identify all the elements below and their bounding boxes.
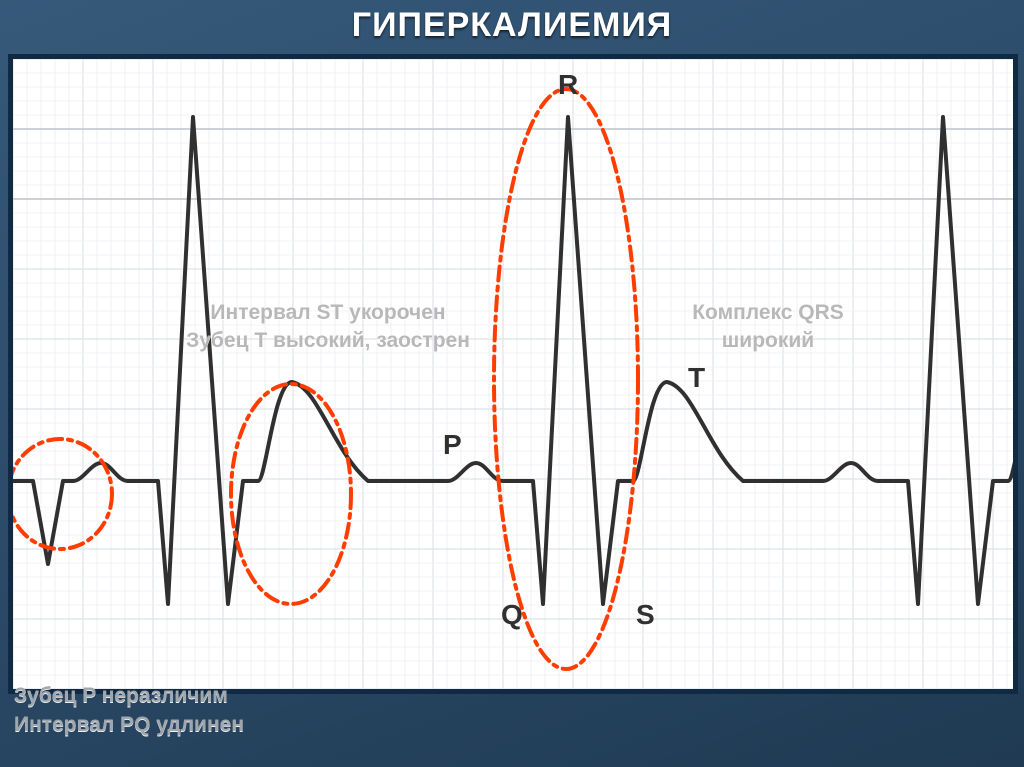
slide-title: ГИПЕРКАЛИЕМИЯ: [0, 6, 1024, 45]
slide: ГИПЕРКАЛИЕМИЯ R P Q S T Интервал ST укор…: [0, 0, 1024, 767]
chart-area: R P Q S T Интервал ST укорочен Зубец T в…: [13, 59, 1013, 689]
chart-frame: R P Q S T Интервал ST укорочен Зубец T в…: [8, 54, 1018, 694]
callout-p-pq-line2: Интервал PQ удлинен: [14, 711, 244, 739]
ecg-svg: [13, 59, 1013, 689]
